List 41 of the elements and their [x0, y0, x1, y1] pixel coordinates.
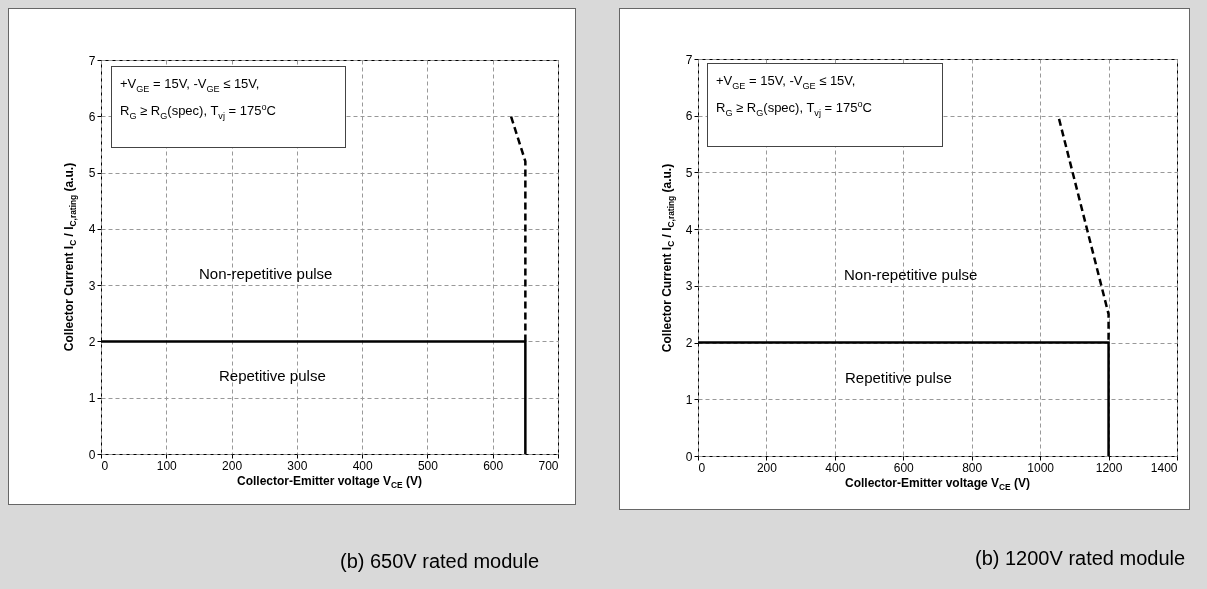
condition-box: +V$_{GE}$ = 15V, -V$_{GE}$ ≤ 15V, R$_{G}$ ≥ R$_{G}$(spec), T$_{vj}$ = 175$^{o}$C	[707, 63, 943, 147]
annotation: Repetitive pulse	[219, 367, 326, 385]
text: (b) 1200V rated module	[975, 547, 1186, 570]
x-tick-label: 600	[483, 458, 504, 473]
text: (b) 650V rated module	[340, 550, 540, 573]
x-axis-title: Collector-Emitter voltage V$_{CE}$ (V)	[236, 474, 423, 491]
x-tick-label: 300	[287, 458, 308, 473]
y-tick-label: 7	[685, 52, 693, 67]
y-tick-label: 3	[685, 279, 693, 294]
y-tick-label: 2	[88, 334, 96, 349]
x-tick-label: 0	[101, 458, 109, 473]
annotation: Non-repetitive pulse	[199, 265, 333, 283]
x-tick-label: 1200	[1095, 460, 1123, 475]
x-tick-label: 500	[417, 458, 439, 473]
y-tick-label: 2	[685, 336, 693, 351]
y-tick-label: 5	[685, 165, 693, 180]
y-tick-label: 0	[88, 447, 96, 462]
y-tick-label: 7	[88, 53, 96, 68]
x-tick-label: 700	[538, 458, 559, 473]
x-tick-label: 400	[352, 458, 373, 473]
y-tick-label: 4	[88, 222, 96, 237]
x-tick-label: 800	[962, 460, 983, 475]
y-tick-label: 6	[88, 109, 96, 124]
x-tick-label: 1400	[1150, 460, 1178, 475]
x-tick-label: 400	[825, 460, 846, 475]
y-tick-label: 3	[88, 278, 96, 293]
annotation: Repetitive pulse	[845, 369, 952, 387]
x-tick-label: 0	[698, 460, 706, 475]
x-axis-title: Collector-Emitter voltage V$_{CE}$ (V)	[844, 476, 1031, 493]
x-tick-label: 100	[156, 458, 178, 473]
x-tick-label: 200	[222, 458, 243, 473]
y-tick-label: 6	[685, 109, 693, 124]
y-tick-label: 1	[685, 392, 693, 407]
condition-box: +V$_{GE}$ = 15V, -V$_{GE}$ ≤ 15V, R$_{G}$ ≥ R$_{G}$(spec), T$_{vj}$ = 175$^{o}$C	[111, 66, 346, 148]
annotation: Non-repetitive pulse	[844, 266, 978, 284]
x-tick-label: 200	[756, 460, 778, 475]
y-tick-label: 4	[685, 222, 693, 237]
x-tick-label: 1000	[1027, 460, 1055, 475]
y-tick-label: 1	[88, 391, 96, 406]
x-tick-label: 600	[893, 460, 915, 475]
y-tick-label: 5	[88, 166, 96, 181]
